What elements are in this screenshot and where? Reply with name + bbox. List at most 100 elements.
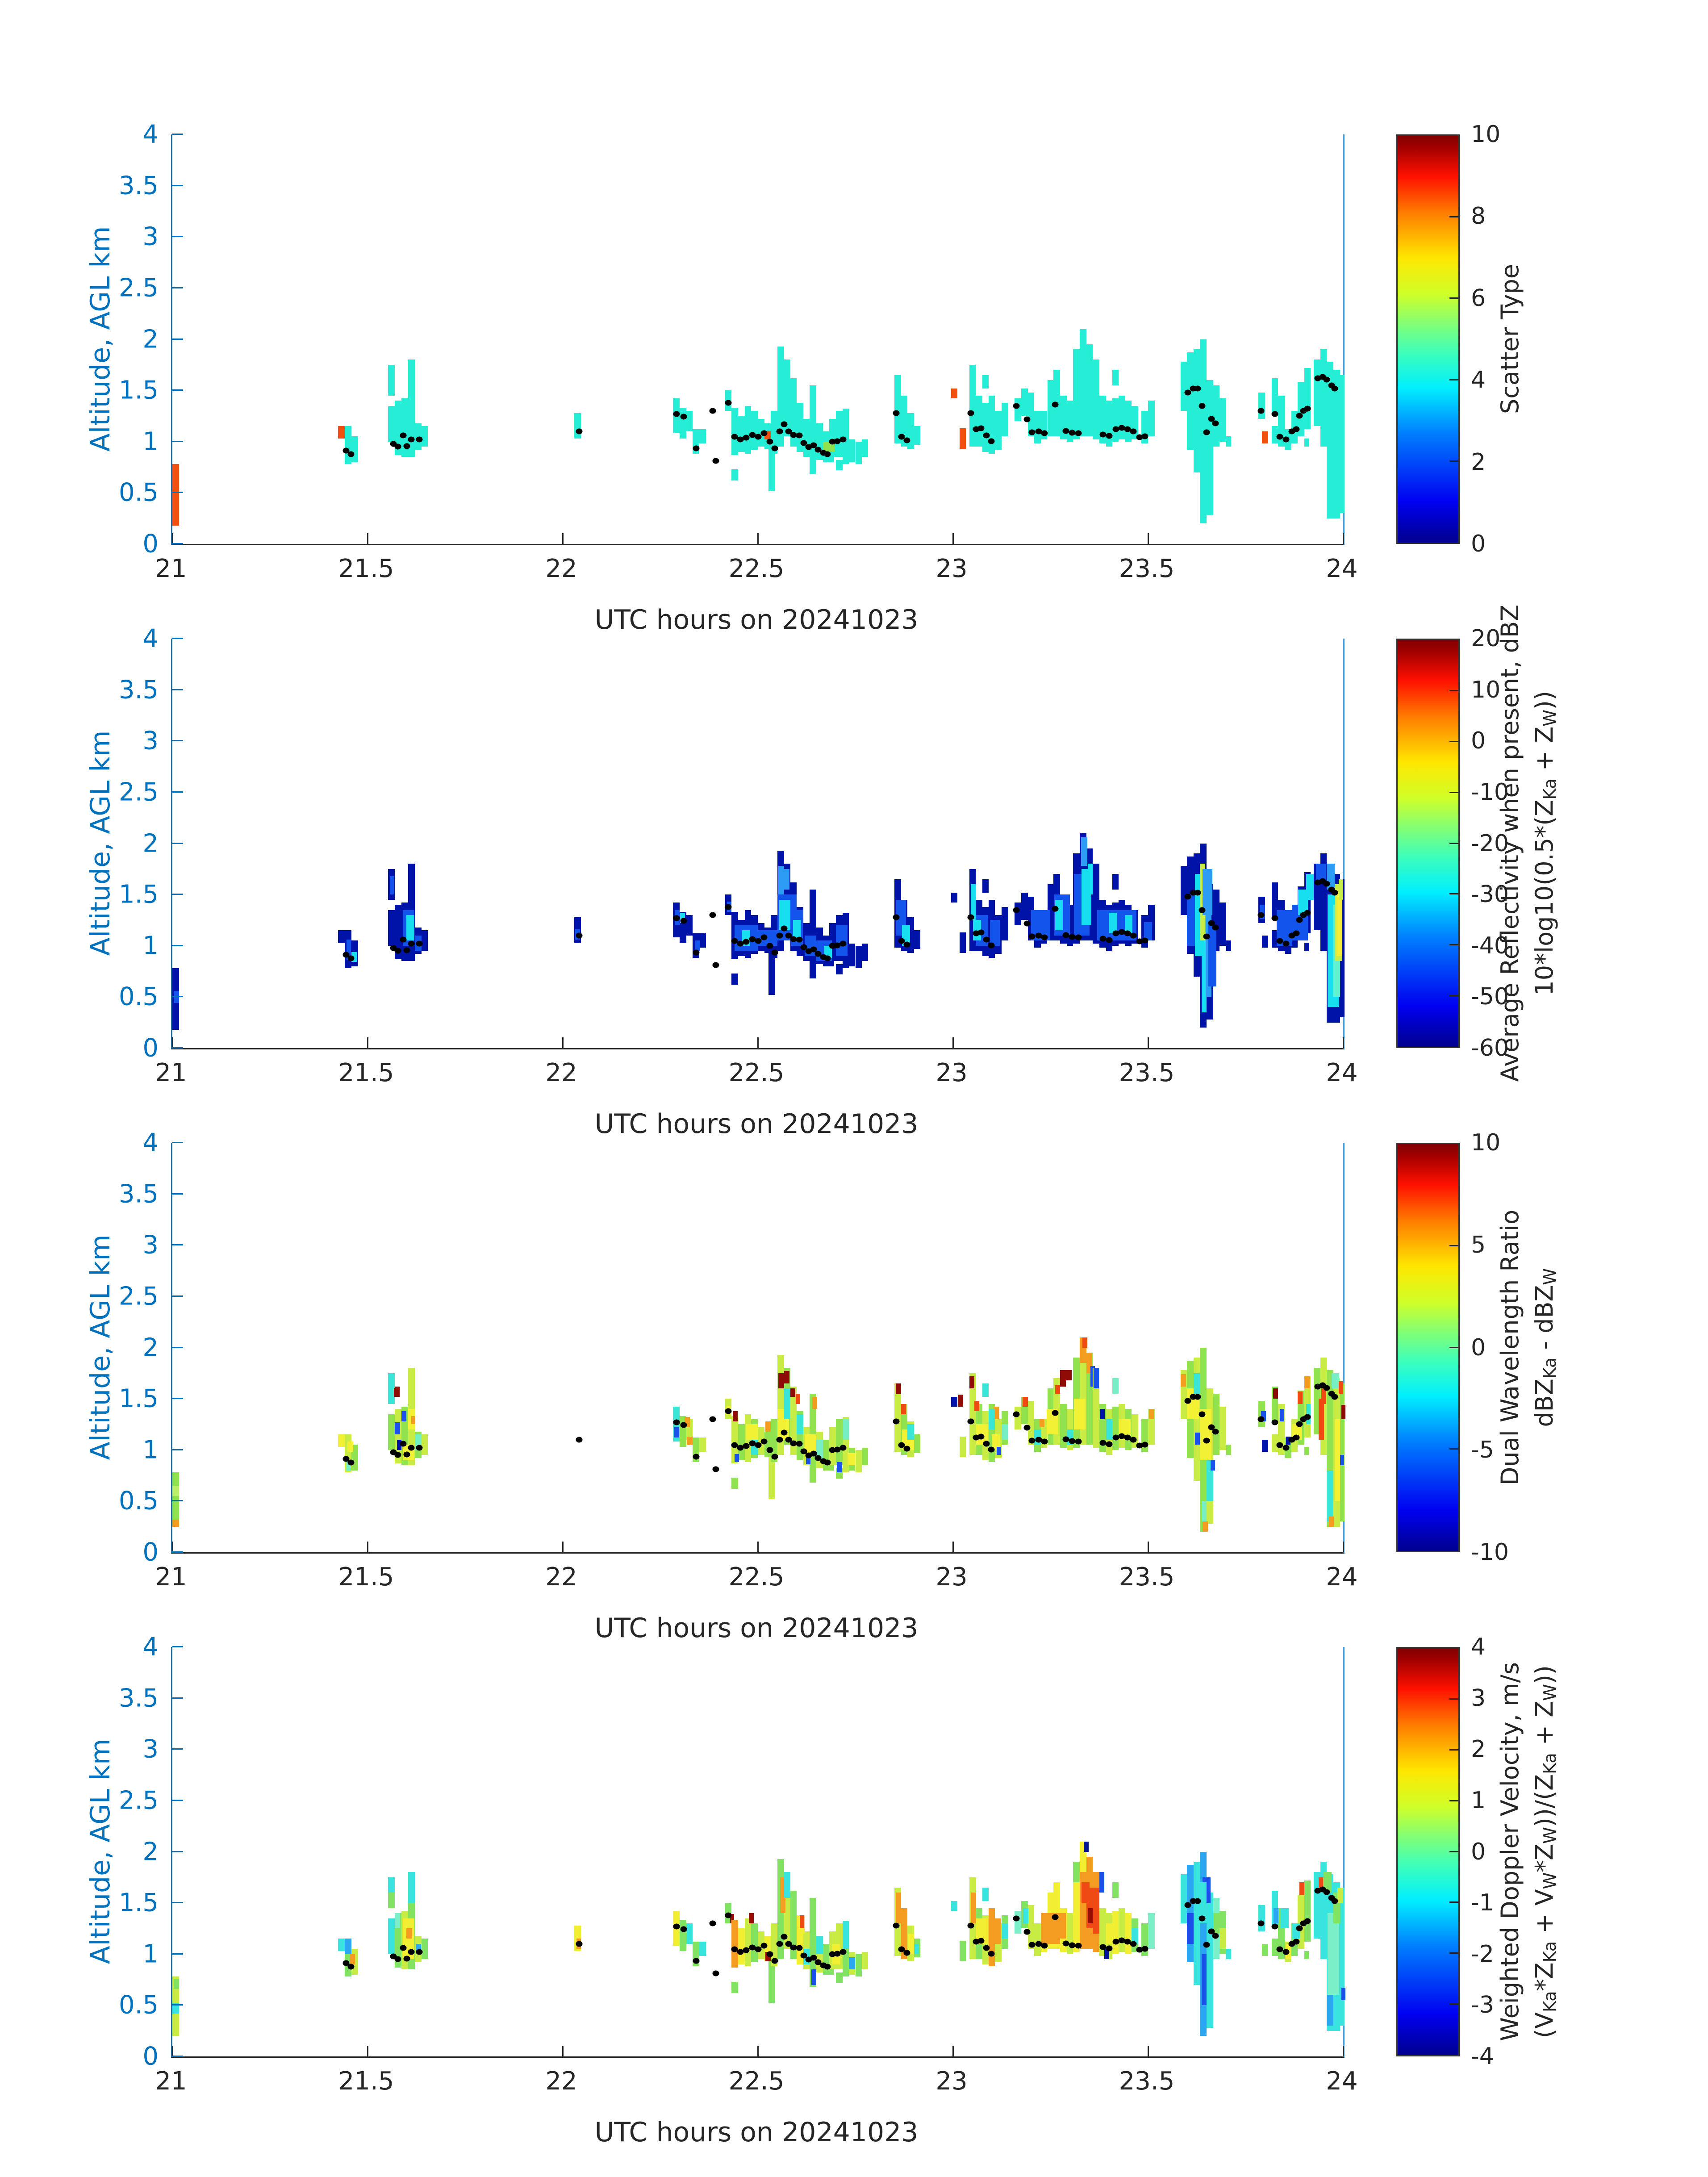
colorbar-tick-label: 5 [1471, 1232, 1486, 1259]
y-tick-label: 4 [142, 624, 159, 653]
colorbar-tick-label: -2 [1471, 1940, 1494, 1968]
y-tick [172, 689, 183, 690]
data-dot [983, 1441, 990, 1447]
heatmap-cell [1203, 869, 1213, 915]
y-tick [172, 492, 183, 493]
colorbar-tick-label: 20 [1471, 625, 1501, 652]
heatmap-cell [790, 1388, 795, 1397]
heatmap-cell [1210, 1460, 1215, 1471]
data-dot [1323, 1385, 1330, 1391]
colorbar-tick-label: 0 [1471, 531, 1486, 557]
data-dot [1276, 938, 1283, 944]
data-dot [1124, 930, 1131, 936]
data-dot [988, 942, 995, 949]
data-dot [1257, 1416, 1265, 1422]
data-dot [693, 1958, 700, 1964]
data-dot [776, 1941, 783, 1947]
heatmap-cell [1213, 1393, 1219, 1455]
heatmap-cell [699, 933, 706, 948]
heatmap-cell [975, 395, 982, 447]
x-tick-label: 21.5 [338, 1563, 394, 1592]
heatmap-cell [778, 1373, 784, 1389]
colorbar-tick-label: 10 [1471, 1129, 1501, 1156]
colorbar-tick-label: -3 [1471, 1992, 1494, 2019]
y-tick-label: 3 [142, 1230, 159, 1260]
heatmap-cell [768, 1961, 775, 2003]
heatmap-cell [1027, 1905, 1034, 1949]
data-dot [1296, 413, 1303, 419]
data-dot [1271, 411, 1278, 417]
heatmap-cell [1180, 865, 1187, 915]
colorbar-tick [1449, 379, 1458, 380]
data-dot [1112, 930, 1119, 936]
heatmap-cell [731, 1416, 739, 1463]
heatmap-cell [172, 1519, 179, 1527]
heatmap-cell [1261, 1411, 1266, 1421]
x-tick [562, 1542, 564, 1552]
heatmap-cell [862, 1448, 869, 1466]
heatmap-cell [1112, 1378, 1119, 1394]
data-dot [347, 1964, 355, 1970]
data-dot [776, 1437, 783, 1443]
data-dot [1112, 1434, 1119, 1441]
data-dot [1062, 932, 1069, 938]
data-dot [796, 1441, 803, 1447]
heatmap-cell [388, 910, 395, 946]
heatmap-layer [172, 134, 1345, 544]
data-dot [1141, 937, 1148, 944]
data-dot [725, 904, 732, 910]
y-tick-label: 3.5 [118, 171, 159, 201]
y-tick-label: 4 [142, 120, 159, 149]
heatmap-cell [914, 930, 921, 949]
data-dot [1199, 907, 1206, 913]
heatmap-cell [347, 1442, 353, 1452]
x-tick-label: 23.5 [1119, 1058, 1175, 1087]
x-tick [1148, 1542, 1149, 1552]
heatmap-cell [996, 1446, 1002, 1455]
y-tick [172, 1047, 183, 1049]
data-dot [1075, 1943, 1082, 1949]
colorbar-tick-label: -30 [1471, 881, 1509, 908]
heatmap-cell [1148, 401, 1155, 437]
heatmap-cell [862, 1952, 869, 1970]
x-tick [172, 1542, 173, 1552]
heatmap-cell [797, 1414, 804, 1435]
y-tick-label: 1.5 [118, 880, 159, 909]
heatmap-cell [995, 1918, 1001, 1944]
heatmap-cell [394, 1386, 400, 1397]
data-dot [416, 1445, 423, 1451]
heatmap-cell [1100, 1409, 1105, 1419]
colorbar-tick [1449, 297, 1458, 299]
y-tick-label: 0.5 [118, 478, 159, 507]
heatmap-cell [1219, 398, 1226, 442]
heatmap-cell [1148, 1409, 1154, 1419]
data-dot [1203, 1437, 1210, 1444]
heatmap-cell [974, 1400, 979, 1411]
y-tick [172, 1551, 183, 1553]
heatmap-cell [795, 1393, 801, 1404]
data-dot [829, 439, 836, 445]
data-dot [1199, 1915, 1206, 1922]
heatmap-cell [1194, 1432, 1200, 1445]
heatmap-cell [172, 2003, 179, 2014]
plot-area [171, 1646, 1345, 2058]
x-tick-label: 21 [155, 554, 187, 583]
data-dot [1130, 428, 1137, 435]
data-dot [796, 1945, 803, 1951]
data-dot [967, 1418, 974, 1425]
data-dot [673, 915, 680, 921]
data-dot [988, 1446, 995, 1453]
data-dot [790, 1440, 797, 1446]
heatmap-cell [790, 1890, 797, 1960]
data-dot [680, 1422, 687, 1428]
y-tick [172, 1500, 183, 1502]
data-dot [576, 1437, 583, 1443]
data-dot [1304, 1414, 1311, 1420]
data-dot [1304, 405, 1311, 412]
x-tick-label: 22.5 [728, 2067, 785, 2096]
heatmap-cell [686, 1436, 693, 1445]
data-dot [576, 1941, 583, 1947]
data-dot [1112, 426, 1119, 432]
heatmap-cell [751, 1923, 758, 1963]
y-tick-label: 4 [142, 1128, 159, 1157]
